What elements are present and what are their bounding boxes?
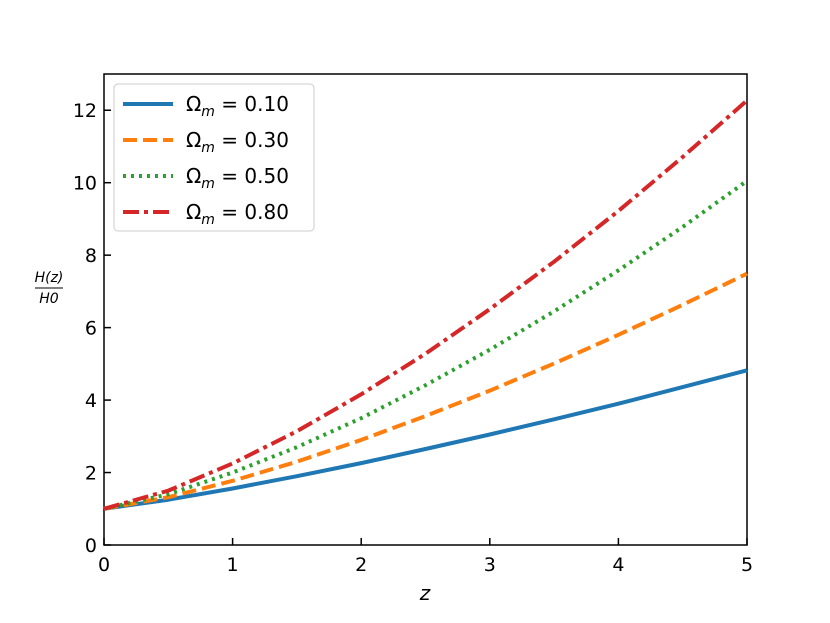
legend-item: Ωm = 0.50 xyxy=(123,164,289,192)
legend-label: Ωm = 0.10 xyxy=(186,92,289,120)
y-tick-label: 8 xyxy=(85,245,97,267)
x-tick-label: 1 xyxy=(227,554,239,576)
y-axis-ticks: 0 2 4 6 8 10 12 xyxy=(73,100,111,557)
series-line-2 xyxy=(103,179,749,511)
series-line-3 xyxy=(103,98,749,511)
y-axis-label-denominator: H0 xyxy=(39,291,59,307)
x-tick-label: 0 xyxy=(98,554,110,576)
x-axis-ticks: 0 1 2 3 4 5 xyxy=(98,538,753,576)
x-tick-label: 2 xyxy=(355,554,367,576)
y-tick-label: 4 xyxy=(85,390,97,412)
y-tick-label: 0 xyxy=(85,535,97,557)
y-tick-label: 10 xyxy=(73,173,97,195)
legend-label: Ωm = 0.80 xyxy=(186,200,289,228)
x-tick-label: 4 xyxy=(612,554,624,576)
legend-item: Ωm = 0.80 xyxy=(123,200,289,228)
plot-area-frame xyxy=(103,73,748,546)
series-line-1 xyxy=(103,271,748,511)
x-tick-label: 5 xyxy=(741,554,753,576)
legend-item: Ωm = 0.30 xyxy=(123,128,289,156)
legend: Ωm = 0.10 Ωm = 0.30 Ωm = 0.50 Ωm = 0.80 xyxy=(113,83,315,232)
y-axis-label: H(z) H0 xyxy=(35,270,64,307)
x-tick-label: 3 xyxy=(484,554,496,576)
legend-label: Ωm = 0.50 xyxy=(186,164,289,192)
y-tick-label: 12 xyxy=(73,100,97,122)
legend-box xyxy=(113,83,315,232)
x-axis-label: z xyxy=(419,581,431,605)
series-layer xyxy=(103,98,749,511)
y-axis-label-numerator: H(z) xyxy=(35,270,64,286)
legend-label: Ωm = 0.30 xyxy=(186,128,289,156)
y-tick-label: 2 xyxy=(85,463,97,485)
legend-item: Ωm = 0.10 xyxy=(123,92,289,120)
series-line-0 xyxy=(103,368,748,511)
y-tick-label: 6 xyxy=(85,318,97,340)
